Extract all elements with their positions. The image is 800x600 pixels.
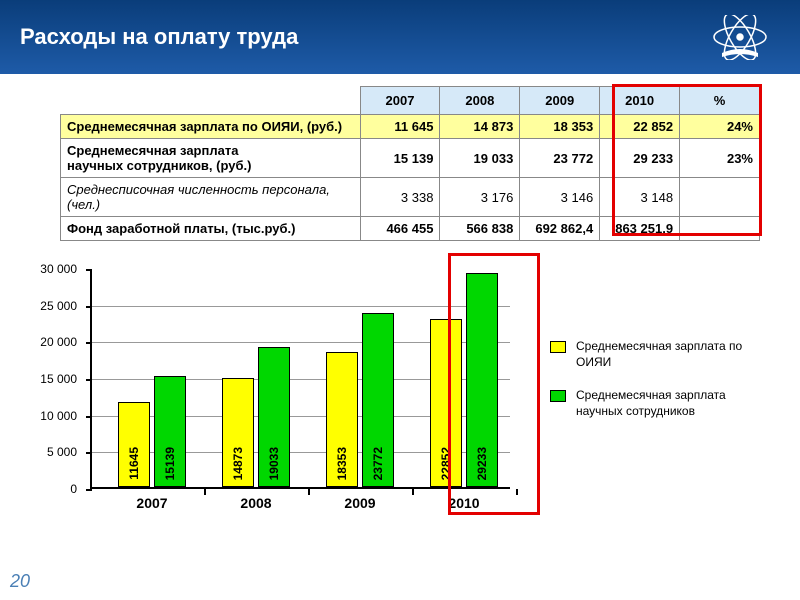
cell-value: 23 772 (520, 139, 600, 178)
legend-swatch (550, 390, 566, 402)
x-axis-labels: 2007 2008 2009 2010 (90, 495, 510, 517)
bar: 22852 (430, 319, 462, 487)
cell-value (680, 178, 760, 217)
content-area: 2007200820092010% Среднемесячная зарплат… (0, 74, 800, 539)
bar: 18353 (326, 352, 358, 487)
cell-value: 863 251,9 (600, 217, 680, 241)
bar-value-label: 19033 (267, 447, 281, 480)
y-tick-label: 5 000 (32, 445, 77, 459)
cell-value: 29 233 (600, 139, 680, 178)
y-tick-label: 30 000 (32, 262, 77, 276)
bar: 23772 (362, 313, 394, 487)
y-tick-label: 20 000 (32, 335, 77, 349)
cell-value: 18 353 (520, 115, 600, 139)
chart-plot: 11645 15139 14873 19033 18353 23772 22852 29233 (90, 269, 510, 489)
bar-value-label: 15139 (163, 447, 177, 480)
cell-value: 19 033 (440, 139, 520, 178)
cell-value: 466 455 (360, 217, 440, 241)
cell-value: 566 838 (440, 217, 520, 241)
col-header: 2010 (600, 87, 680, 115)
bar-value-label: 11645 (127, 447, 141, 480)
slide-title: Расходы на оплату труда (20, 24, 298, 50)
row-label: Фонд заработной платы, (тыс.руб.) (61, 217, 361, 241)
bar-value-label: 14873 (231, 447, 245, 480)
cell-value (680, 217, 760, 241)
row-label: Среднемесячная зарплата научных сотрудни… (61, 139, 361, 178)
legend-text: Среднемесячная зарплата по ОИЯИ (576, 339, 770, 370)
x-tick-label: 2008 (208, 495, 304, 511)
col-header: 2007 (360, 87, 440, 115)
logo-icon (710, 15, 770, 60)
bar: 29233 (466, 273, 498, 487)
bar: 19033 (258, 347, 290, 487)
legend-swatch (550, 341, 566, 353)
bar-value-label: 29233 (475, 447, 489, 480)
y-tick-label: 15 000 (32, 372, 77, 386)
col-header: % (680, 87, 760, 115)
slide-number: 20 (10, 571, 30, 592)
y-tick-label: 25 000 (32, 299, 77, 313)
bar: 11645 (118, 402, 150, 487)
cell-value: 24% (680, 115, 760, 139)
cell-value: 3 146 (520, 178, 600, 217)
y-tick-label: 10 000 (32, 409, 77, 423)
x-tick-label: 2007 (104, 495, 200, 511)
bar-value-label: 23772 (371, 447, 385, 480)
col-header: 2009 (520, 87, 600, 115)
legend-text: Среднемесячная зарплата научных сотрудни… (576, 388, 770, 419)
bar-value-label: 18353 (335, 447, 349, 480)
y-axis: 05 00010 00015 00020 00025 00030 000 (30, 269, 85, 489)
bar: 15139 (154, 376, 186, 487)
cell-value: 3 176 (440, 178, 520, 217)
cell-value: 14 873 (440, 115, 520, 139)
data-table-wrap: 2007200820092010% Среднемесячная зарплат… (60, 86, 770, 241)
bar-chart: 0 5 000 10 000 15 000 20 000 25 000 30 000 116… (30, 259, 770, 539)
cell-value: 11 645 (360, 115, 440, 139)
legend-item: Среднемесячная зарплата научных сотрудни… (550, 388, 770, 419)
cell-value: 3 148 (600, 178, 680, 217)
row-label: Среднесписочная численность персонала, (… (61, 178, 361, 217)
cell-value: 23% (680, 139, 760, 178)
row-label: Среднемесячная зарплата по ОИЯИ, (руб.) (61, 115, 361, 139)
cell-value: 692 862,4 (520, 217, 600, 241)
salary-table: 2007200820092010% Среднемесячная зарплат… (60, 86, 760, 241)
bar: 14873 (222, 378, 254, 487)
slide-header: Расходы на оплату труда (0, 0, 800, 74)
cell-value: 15 139 (360, 139, 440, 178)
x-tick-label: 2009 (312, 495, 408, 511)
x-tick-label: 2010 (416, 495, 512, 511)
chart-legend: Среднемесячная зарплата по ОИЯИ Среднемес… (550, 339, 770, 437)
legend-item: Среднемесячная зарплата по ОИЯИ (550, 339, 770, 370)
cell-value: 22 852 (600, 115, 680, 139)
bar-value-label: 22852 (439, 447, 453, 480)
y-tick-label: 0 (32, 482, 77, 496)
col-header: 2008 (440, 87, 520, 115)
cell-value: 3 338 (360, 178, 440, 217)
